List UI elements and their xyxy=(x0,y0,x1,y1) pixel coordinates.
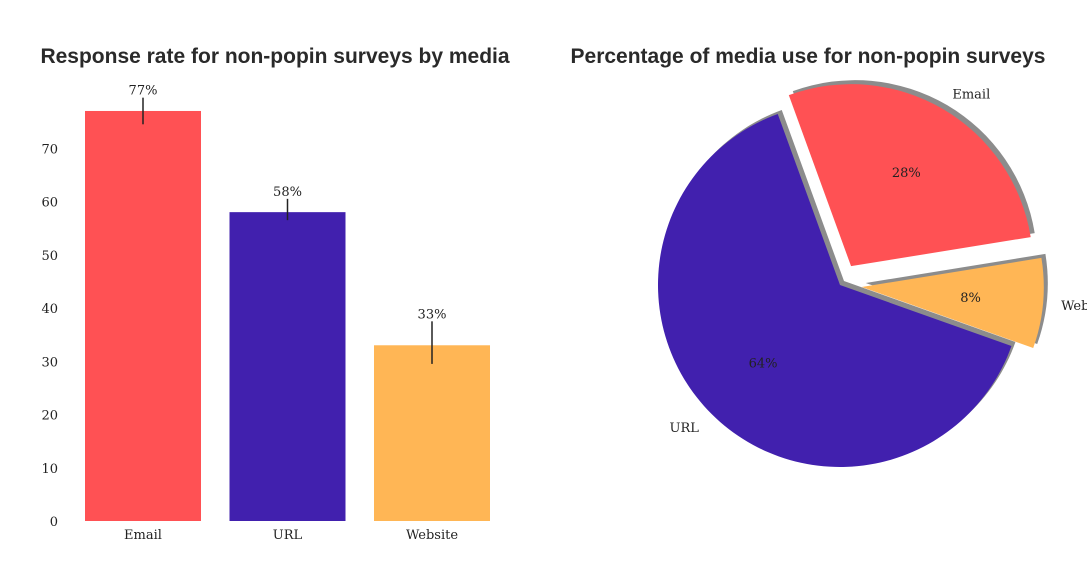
slice-name-label-website: Website xyxy=(1061,299,1087,314)
data-label-email: 77% xyxy=(129,84,158,99)
bar-data-labels: 77% 58% 33% xyxy=(129,84,447,323)
x-tick-label-url: URL xyxy=(273,528,303,543)
data-label-url: 58% xyxy=(273,185,302,200)
pie-chart: Percentage of media use for non-popin su… xyxy=(571,45,1087,467)
y-tick-label-40: 40 xyxy=(41,302,58,317)
x-tick-label-website: Website xyxy=(406,528,458,543)
slice-pct-label-website: 8% xyxy=(960,291,981,306)
bar-y-axis: 0 10 20 30 40 50 60 70 xyxy=(41,142,58,530)
bar-url xyxy=(229,212,346,521)
bar-website xyxy=(374,345,490,521)
bar-email xyxy=(85,110,201,521)
pie-slices xyxy=(658,84,1044,467)
y-tick-label-70: 70 xyxy=(41,142,58,157)
pie-labels: 64% URL 8% Website 28% Email xyxy=(670,87,1087,436)
slice-pct-label-email: 28% xyxy=(892,166,921,181)
data-label-website: 33% xyxy=(418,307,447,322)
y-tick-label-20: 20 xyxy=(41,409,58,424)
y-tick-label-30: 30 xyxy=(41,355,58,370)
y-tick-label-50: 50 xyxy=(41,249,58,264)
slice-url xyxy=(658,113,1012,467)
bar-chart: Response rate for non-popin surveys by m… xyxy=(40,45,509,543)
slice-name-label-email: Email xyxy=(952,87,990,102)
pie-chart-title: Percentage of media use for non-popin su… xyxy=(571,45,1046,68)
bar-series xyxy=(85,110,490,521)
y-tick-label-0: 0 xyxy=(50,515,58,530)
y-tick-label-60: 60 xyxy=(41,196,58,211)
y-tick-label-10: 10 xyxy=(41,462,58,477)
slice-name-label-url: URL xyxy=(670,421,700,436)
bar-error-bars xyxy=(142,97,433,364)
bar-x-axis: Email URL Website xyxy=(124,528,458,543)
x-tick-label-email: Email xyxy=(124,528,162,543)
slice-pct-label-url: 64% xyxy=(749,356,778,371)
slice-website xyxy=(861,257,1044,349)
bar-chart-title: Response rate for non-popin surveys by m… xyxy=(40,45,509,68)
slice-email xyxy=(788,84,1031,267)
